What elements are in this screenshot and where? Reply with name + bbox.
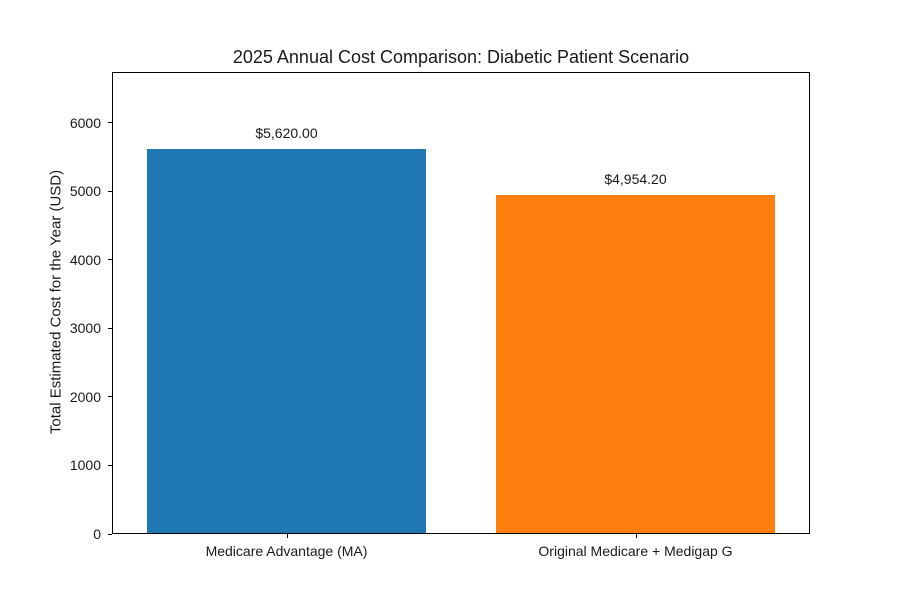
x-tick-mark xyxy=(286,534,288,538)
y-tick-mark xyxy=(108,122,112,124)
y-tick-mark xyxy=(108,464,112,466)
y-tick-mark xyxy=(108,396,112,398)
x-tick-mark xyxy=(635,534,637,538)
y-tick-label: 3000 xyxy=(69,320,101,337)
bar xyxy=(146,149,427,534)
x-tick-label: Medicare Advantage (MA) xyxy=(205,543,368,559)
bar xyxy=(495,194,776,534)
y-tick-mark xyxy=(108,190,112,192)
y-tick-label: 5000 xyxy=(69,183,101,200)
y-tick-mark xyxy=(108,327,112,329)
bar-value-label: $4,954.20 xyxy=(604,170,667,187)
y-tick-label: 2000 xyxy=(69,388,101,405)
y-tick-mark xyxy=(108,259,112,261)
y-tick-label: 6000 xyxy=(69,114,101,131)
y-tick-mark xyxy=(108,533,112,535)
plot-area xyxy=(112,72,810,534)
chart-title: 2025 Annual Cost Comparison: Diabetic Pa… xyxy=(232,47,690,67)
bar-value-label: $5,620.00 xyxy=(255,125,318,141)
y-tick-label: 4000 xyxy=(69,251,101,268)
x-tick-label: Original Medicare + Medigap G xyxy=(538,543,733,559)
y-tick-label: 1000 xyxy=(69,457,101,474)
y-tick-label: 0 xyxy=(93,526,101,542)
